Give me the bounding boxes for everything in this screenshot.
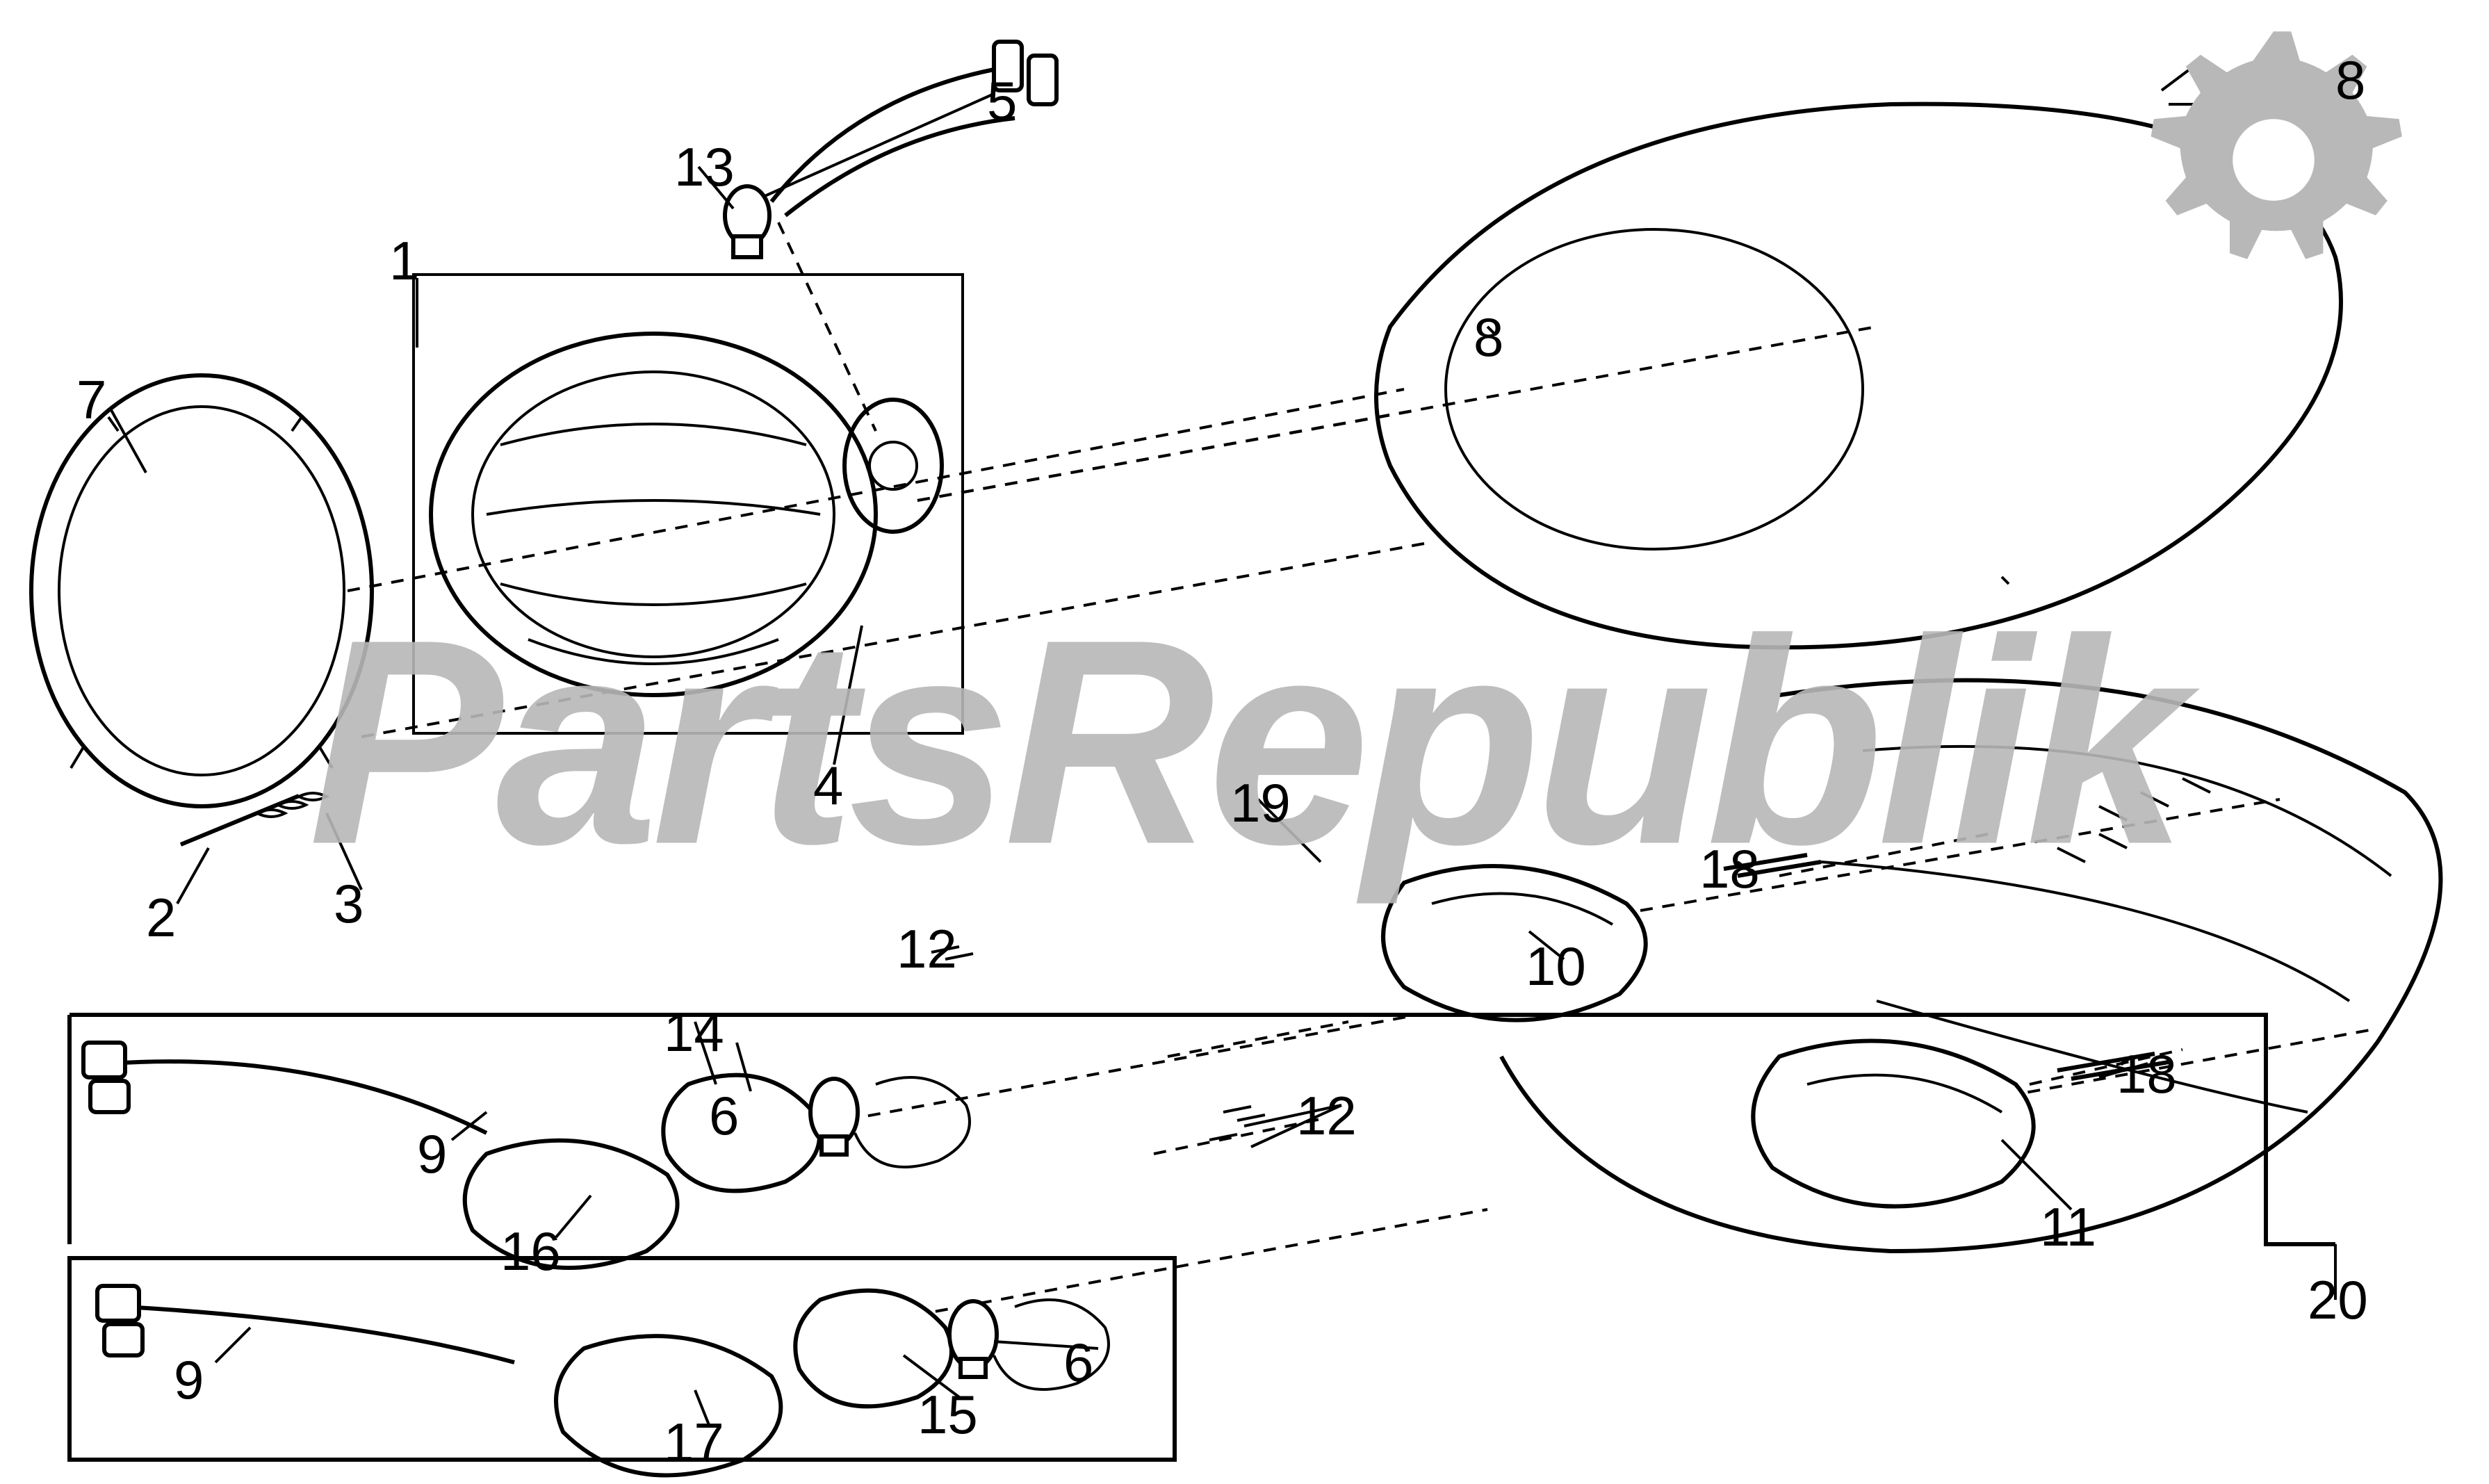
callout-11: 11 xyxy=(2040,1196,2096,1259)
callout-13: 13 xyxy=(674,136,735,199)
callout-14: 14 xyxy=(664,1001,724,1064)
callout-18a: 18 xyxy=(1699,838,1760,901)
callout-3: 3 xyxy=(334,872,364,936)
callout-6b: 6 xyxy=(1063,1331,1093,1394)
callout-17: 17 xyxy=(664,1411,724,1474)
callout-9a: 9 xyxy=(417,1123,447,1186)
callout-18b: 18 xyxy=(2116,1043,2177,1106)
callout-15: 15 xyxy=(917,1383,978,1446)
callout-9b: 9 xyxy=(174,1348,204,1412)
callout-2: 2 xyxy=(146,886,176,949)
callout-4: 4 xyxy=(813,754,843,817)
callout-1: 1 xyxy=(389,229,419,293)
callout-8b: 8 xyxy=(1474,306,1503,369)
callout-19: 19 xyxy=(1230,772,1291,835)
callout-7: 7 xyxy=(76,368,106,432)
callout-12b: 12 xyxy=(1296,1084,1357,1148)
callout-16: 16 xyxy=(500,1220,561,1283)
callout-8a: 8 xyxy=(2335,49,2365,112)
gear-icon xyxy=(2128,14,2419,306)
callout-10: 10 xyxy=(1526,935,1586,998)
callout-5: 5 xyxy=(987,70,1017,133)
callout-12a: 12 xyxy=(897,918,957,981)
callout-6a: 6 xyxy=(709,1084,739,1148)
callout-20: 20 xyxy=(2308,1269,2368,1332)
diagram-svg: .ln { fill:none; stroke:#000; stroke-wid… xyxy=(0,0,2489,1484)
parts-diagram: .ln { fill:none; stroke:#000; stroke-wid… xyxy=(0,0,2489,1484)
